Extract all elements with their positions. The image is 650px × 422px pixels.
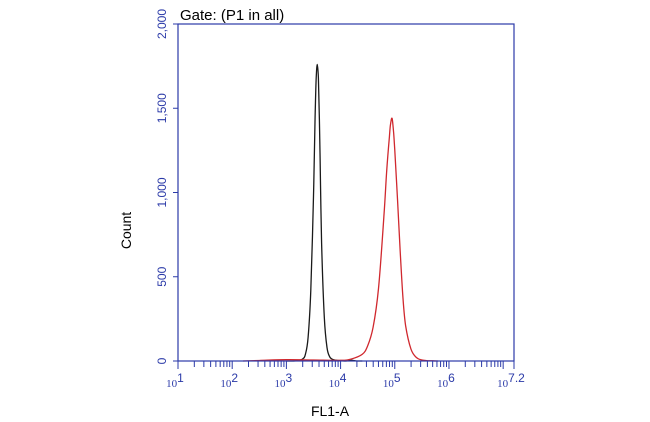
- y-tick-label: 1,500: [155, 93, 169, 123]
- x-tick-label: 101: [166, 371, 184, 390]
- y-axis: 0 500 1,000 1,500 2,000: [155, 9, 178, 364]
- y-tick-label: 1,000: [155, 177, 169, 207]
- y-tick-label: 2,000: [155, 9, 169, 39]
- black-histogram-line: [286, 63, 363, 362]
- red-histogram-line: [242, 117, 439, 362]
- plot-frame: [177, 23, 515, 362]
- x-tick-label: 102: [220, 371, 238, 390]
- x-axis: 101 102 103 104 105 106 107.2: [166, 361, 525, 390]
- x-tick-label: 107.2: [497, 371, 525, 390]
- y-tick-label: 0: [155, 357, 169, 364]
- y-tick-label: 500: [155, 266, 169, 286]
- x-tick-label: 105: [383, 371, 401, 390]
- x-tick-label: 104: [329, 371, 347, 390]
- y-axis-label: Count: [118, 212, 134, 249]
- x-tick-label: 106: [437, 371, 455, 390]
- x-tick-label: 103: [275, 371, 293, 390]
- histogram-traces: [242, 63, 439, 362]
- x-axis-label: FL1-A: [311, 403, 350, 419]
- chart-title: Gate: (P1 in all): [180, 7, 284, 24]
